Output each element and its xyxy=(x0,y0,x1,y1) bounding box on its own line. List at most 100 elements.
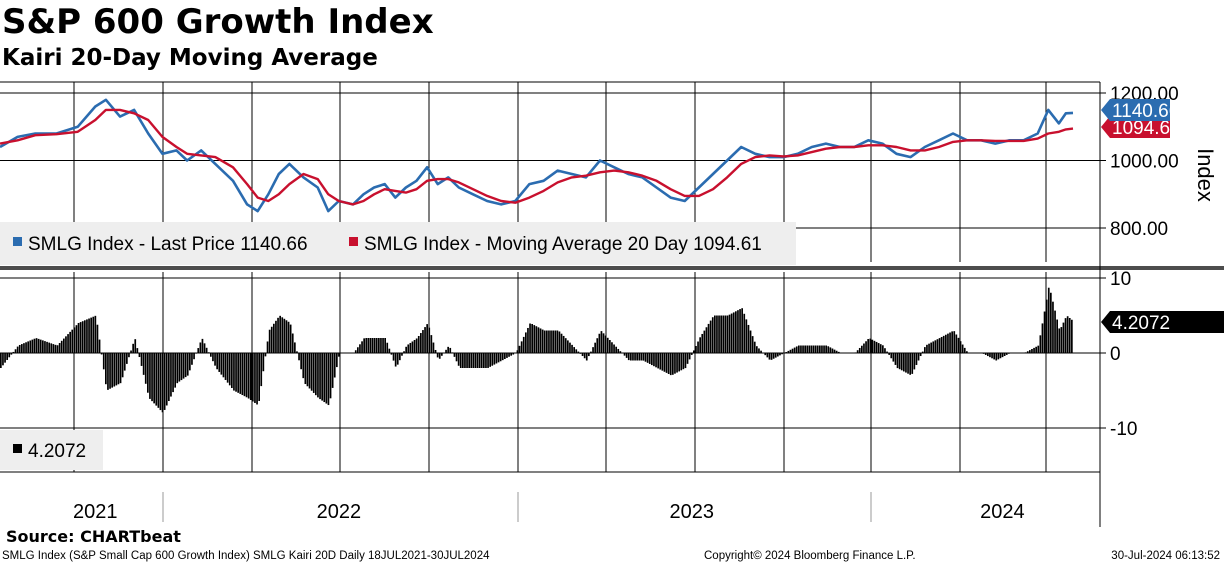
kairi-bar-278 xyxy=(583,353,586,359)
kairi-bar-43 xyxy=(90,317,92,353)
kairi-bar-75 xyxy=(157,353,160,408)
kairi-bar-4 xyxy=(8,353,11,358)
kairi-bar-240 xyxy=(504,353,506,360)
kairi-bar-225 xyxy=(472,353,475,368)
kairi-bar-345 xyxy=(724,315,727,353)
kairi-bar-238 xyxy=(499,353,502,362)
kairi-bar-206 xyxy=(432,342,435,353)
kairi-bar-51 xyxy=(107,353,109,390)
kairi-bar-510 xyxy=(1071,319,1073,353)
kairi-bar-89 xyxy=(186,353,189,376)
kairi-bar-18 xyxy=(37,338,40,353)
kairi-bar-193 xyxy=(405,346,407,353)
kairi-bar-440 xyxy=(924,347,926,353)
kairi-bar-358 xyxy=(751,336,754,353)
kairi-bar-499 xyxy=(1047,287,1050,353)
kairi-bar-72 xyxy=(151,353,153,402)
kairi-bar-359 xyxy=(753,341,756,353)
kairi-bar-437 xyxy=(917,353,920,361)
kairi-bar-390 xyxy=(819,345,821,353)
kairi-bar-442 xyxy=(928,343,930,353)
kairi-bar-283 xyxy=(594,342,596,353)
kairi-bar-198 xyxy=(415,338,418,353)
kairi-bar-111 xyxy=(233,353,235,391)
kairi-bar-452 xyxy=(949,332,951,353)
kairi-bar-443 xyxy=(930,342,932,353)
kairi-bar-323 xyxy=(678,353,680,372)
kairi-bar-122 xyxy=(256,353,258,405)
kairi-bar-234 xyxy=(491,353,494,366)
kairi-bar-92 xyxy=(193,353,195,360)
kairi-bar-318 xyxy=(667,353,670,374)
kairi-bar-485 xyxy=(1018,353,1021,354)
kairi-bar-154 xyxy=(323,353,326,403)
kairi-tick-label-1: 0 xyxy=(1110,344,1121,365)
kairi-bar-265 xyxy=(556,330,559,353)
kairi-bar-402 xyxy=(844,353,846,354)
kairi-bar-281 xyxy=(590,351,592,353)
kairi-bar-236 xyxy=(495,353,498,364)
kairi-bar-430 xyxy=(903,353,905,372)
kairi-bar-415 xyxy=(871,339,874,353)
kairi-bar-126 xyxy=(264,353,267,357)
kairi-bar-279 xyxy=(585,353,588,361)
kairi-bar-47 xyxy=(98,339,101,353)
kairi-bar-40 xyxy=(84,320,86,353)
kairi-bar-401 xyxy=(842,353,844,354)
kairi-bar-453 xyxy=(951,331,953,353)
kairi-bar-309 xyxy=(648,353,651,364)
kairi-bar-272 xyxy=(571,344,573,353)
kairi-bar-474 xyxy=(995,353,998,361)
kairi-bar-376 xyxy=(789,349,792,353)
kairi-bar-384 xyxy=(806,345,809,353)
kairi-bar-36 xyxy=(75,325,78,353)
kairi-bar-449 xyxy=(942,335,945,353)
kairi-bar-307 xyxy=(644,353,647,362)
kairi-bar-472 xyxy=(991,353,993,359)
kairi-bar-104 xyxy=(218,353,221,372)
kairi-bar-504 xyxy=(1058,328,1061,353)
kairi-bar-9 xyxy=(18,344,21,353)
kairi-bar-52 xyxy=(109,353,111,389)
kairi-bar-228 xyxy=(478,353,481,368)
kairi-bar-391 xyxy=(821,345,823,353)
kairi-bar-142 xyxy=(298,353,300,361)
kairi-bar-121 xyxy=(254,353,256,403)
kairi-bar-347 xyxy=(728,314,731,353)
kairi-bar-303 xyxy=(636,353,638,361)
kairi-bar-35 xyxy=(73,327,76,353)
kairi-bar-131 xyxy=(275,320,277,353)
kairi-bar-433 xyxy=(909,353,911,375)
kairi-bar-364 xyxy=(764,353,767,356)
kairi-bar-53 xyxy=(111,353,113,388)
kairi-bar-370 xyxy=(777,353,779,357)
kairi-bar-316 xyxy=(663,353,666,372)
kairi-bar-119 xyxy=(249,353,252,401)
kairi-bar-328 xyxy=(688,353,691,360)
kairi-bar-362 xyxy=(760,350,762,353)
kairi-bar-446 xyxy=(936,339,939,353)
kairi-bar-484 xyxy=(1016,353,1019,354)
kairi-bar-23 xyxy=(48,342,50,353)
kairi-bar-414 xyxy=(869,338,872,353)
kairi-tick-label-2: -10 xyxy=(1110,419,1137,440)
kairi-bar-420 xyxy=(882,345,884,353)
kairi-bar-32 xyxy=(67,334,69,353)
kairi-bar-157 xyxy=(329,353,332,399)
kairi-bar-158 xyxy=(331,353,334,388)
kairi-bar-313 xyxy=(657,353,659,369)
kairi-bar-451 xyxy=(947,333,949,353)
kairi-bar-227 xyxy=(476,353,479,368)
kairi-bar-462 xyxy=(970,353,972,354)
ma-value-flag-shape xyxy=(1101,116,1170,138)
kairi-bar-350 xyxy=(735,311,737,353)
kairi-bar-232 xyxy=(487,353,489,368)
kairi-bar-49 xyxy=(102,353,105,370)
kairi-bar-487 xyxy=(1022,353,1025,354)
kairi-bar-298 xyxy=(625,353,628,358)
kairi-bar-373 xyxy=(783,353,785,354)
kairi-bar-151 xyxy=(317,353,319,398)
kairi-bar-385 xyxy=(808,345,811,353)
kairi-bar-209 xyxy=(438,353,441,359)
kairi-bar-315 xyxy=(661,353,664,371)
